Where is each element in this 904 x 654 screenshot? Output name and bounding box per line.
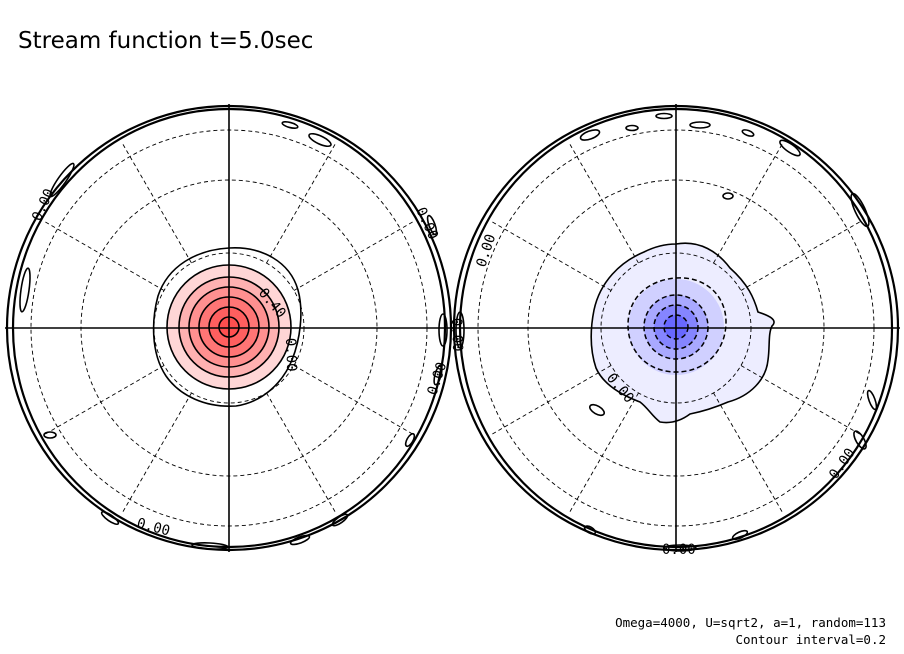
meridian-line [121, 392, 192, 514]
right-inner-rim [458, 107, 894, 549]
edge-contour [191, 542, 229, 550]
edge-contour [663, 544, 697, 552]
contour-label: 0.00 [412, 205, 441, 242]
edge-contour [331, 513, 349, 527]
meridian-line [293, 365, 415, 436]
right-zero-contour [590, 242, 775, 424]
meridian-line [121, 142, 192, 264]
longitude-lines [490, 142, 862, 514]
edge-contour [43, 431, 57, 439]
edge-contour [19, 267, 31, 313]
edge-contour [741, 129, 755, 137]
edge-contour [722, 192, 734, 200]
contour-ring [178, 276, 280, 378]
meridian-line [490, 365, 612, 436]
right-dashed-contour [627, 277, 727, 373]
contour-label: 0.00 [662, 542, 696, 558]
edge-contour [850, 192, 870, 228]
figure-title: Stream function t=5.0sec [18, 28, 313, 54]
left-zero-contour [152, 247, 302, 407]
contour-ring [218, 316, 240, 338]
edge-contour [433, 364, 443, 386]
edge-contour [625, 124, 639, 132]
right-dashed-contour [643, 294, 709, 360]
meridian-line [568, 142, 639, 264]
contour-label: 0.00 [474, 232, 500, 269]
right-dashed-contour [653, 304, 699, 350]
contour-ring [188, 286, 270, 368]
meridian-line [713, 392, 784, 514]
meridian-line [740, 220, 862, 291]
meridian-line [490, 220, 612, 291]
edge-contour [289, 534, 311, 546]
edge-contour [281, 121, 299, 129]
edge-contour [579, 129, 601, 141]
edge-contour [49, 162, 75, 198]
edge-contour [308, 132, 332, 148]
edge-contour [588, 403, 606, 417]
edge-contour [426, 214, 438, 236]
edge-contour [853, 430, 867, 450]
right-hemisphere: 0.00 0.00 0.00 0.00 0.00 [448, 104, 900, 558]
contour-label: 0.00 [282, 338, 299, 372]
meridian-line [43, 220, 165, 291]
contour-label: 0.00 [29, 186, 58, 223]
right-outer-rim [452, 104, 900, 552]
contour-ring [208, 306, 250, 348]
edge-contour [404, 432, 416, 448]
left-outer-rim [5, 104, 453, 552]
left-hemisphere: 0.00 0.40 0.00 0.00 0.00 0.00 [5, 104, 453, 552]
meridian-line [266, 392, 337, 514]
meridian-line [713, 142, 784, 264]
meridian-line [293, 220, 415, 291]
contour-ring [166, 264, 292, 390]
contour-ring [198, 296, 260, 358]
meridian-line [43, 365, 165, 436]
edge-contour [779, 139, 801, 157]
left-inner-rim [11, 107, 447, 549]
edge-contour [731, 529, 749, 541]
contour-label: 0.00 [425, 360, 451, 397]
meridian-line [568, 392, 639, 514]
parameters-note: Omega=4000, U=sqrt2, a=1, random=113 [615, 615, 886, 630]
right-dashed-contour [663, 314, 689, 340]
contour-label: 0.00 [448, 318, 465, 352]
edge-contour [583, 525, 597, 535]
edge-contour [100, 510, 120, 526]
meridian-line [266, 142, 337, 264]
longitude-lines [43, 142, 415, 514]
edge-contour [866, 389, 878, 411]
contour-interval-note: Contour interval=0.2 [735, 632, 886, 647]
edge-contour [455, 311, 465, 349]
edge-contour [689, 121, 711, 129]
edge-contour [655, 112, 673, 120]
meridian-line [740, 365, 862, 436]
edge-contour [438, 313, 448, 347]
